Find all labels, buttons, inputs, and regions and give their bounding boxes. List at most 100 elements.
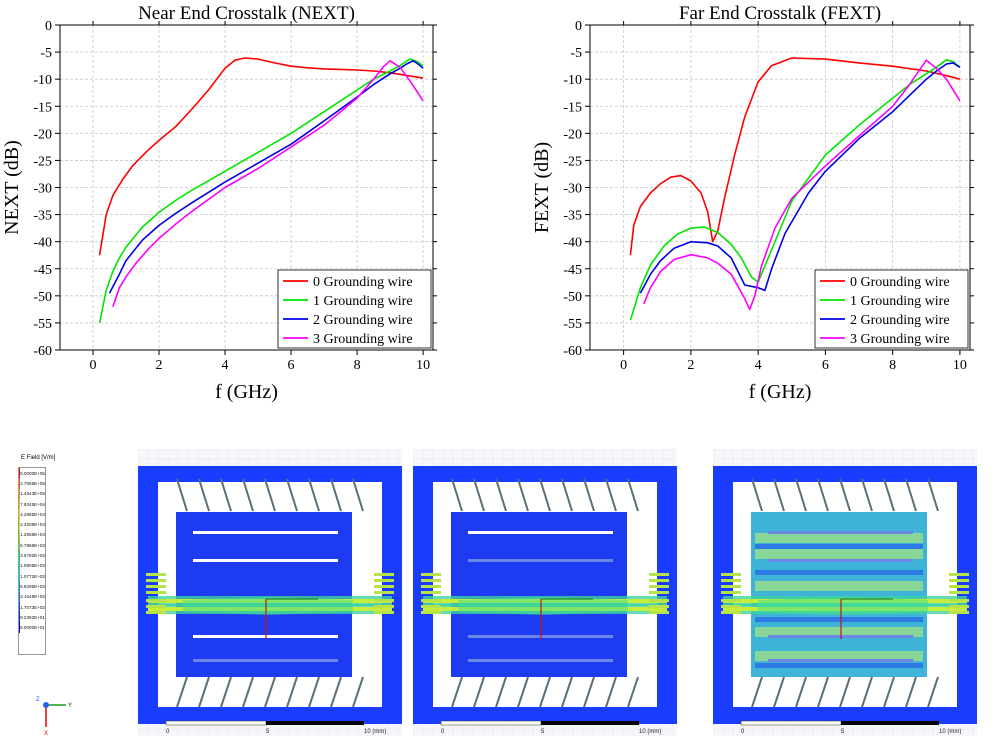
connector-pin	[649, 591, 669, 594]
x-tick-label: 0	[620, 358, 627, 373]
scale-tick-label: 0	[741, 729, 745, 735]
bond-wire	[583, 478, 595, 512]
field-legend-value: 5.0000E+01	[20, 625, 45, 631]
field-legend-row: 9.2392E+01	[19, 612, 45, 623]
bond-wire	[751, 676, 763, 708]
signal-field-core	[183, 597, 353, 615]
bond-wire	[927, 676, 939, 708]
bond-wire	[751, 478, 763, 512]
bond-wire	[773, 478, 785, 512]
y-tick-label: -20	[563, 127, 582, 142]
field-legend-row: 5.0000E+05	[19, 468, 45, 479]
y-tick-label: -60	[33, 344, 52, 359]
y-tick-label: -50	[33, 290, 52, 305]
bond-wire	[561, 676, 573, 708]
connector-pin	[374, 611, 394, 614]
connector-pin	[146, 579, 166, 582]
bond-wire	[905, 478, 917, 512]
scale-bar-white	[165, 720, 267, 726]
field-legend-value: 1.0772E+03	[20, 573, 45, 579]
x-tick-label: 10	[416, 358, 430, 373]
field-band	[755, 533, 923, 543]
field-legend-value: 2.3208E+04	[20, 522, 45, 528]
connector-pin	[649, 599, 669, 602]
connector-pin	[374, 591, 394, 594]
bond-wire	[352, 676, 364, 708]
field-band-dark	[755, 544, 923, 549]
bond-wire	[795, 676, 807, 708]
bond-wire	[795, 478, 807, 512]
connector-pin	[649, 611, 669, 614]
bond-wire	[583, 676, 595, 708]
bond-wire	[451, 676, 463, 708]
bond-wire	[264, 478, 276, 512]
y-tick-label: -35	[563, 209, 582, 224]
field-band	[755, 549, 923, 559]
bond-wire	[473, 676, 485, 708]
grounding-wire	[768, 531, 913, 534]
x-axis-label: f (GHz)	[749, 381, 812, 403]
y-tick-label: -25	[33, 154, 52, 169]
y-axis-label: FEXT (dB)	[531, 142, 553, 233]
connector-pin	[374, 585, 394, 588]
field-legend-value: 1.7073E+02	[20, 604, 45, 610]
bond-wire	[495, 478, 507, 512]
scale-tick-label: 5	[266, 729, 270, 735]
bond-wire	[605, 676, 617, 708]
legend-entry: 0 Grounding wire	[850, 275, 950, 290]
chart-title: Near End Crosstalk (NEXT)	[138, 3, 355, 24]
substrate	[451, 512, 627, 677]
y-tick-label: 0	[575, 19, 582, 34]
x-tick-label: 4	[755, 358, 762, 373]
bond-wire	[220, 676, 232, 708]
connector-pin	[721, 611, 741, 614]
grounding-wire	[768, 659, 913, 662]
y-tick-label: -40	[563, 236, 582, 251]
scale-bar-black	[541, 721, 639, 725]
bond-wire	[905, 676, 917, 708]
axis-label-x: X	[44, 731, 48, 737]
connector-pin	[649, 579, 669, 582]
bond-wire	[605, 478, 617, 512]
bond-wire	[451, 478, 463, 512]
series-line-3	[112, 59, 424, 307]
connector-pin	[721, 605, 741, 608]
bond-wire	[330, 478, 342, 512]
bond-wire	[220, 478, 232, 512]
connector-pin	[146, 599, 166, 602]
y-tick-label: -40	[33, 236, 52, 251]
x-tick-label: 2	[687, 358, 694, 373]
connector-pin	[421, 585, 441, 588]
field-legend-value: 7.9245E+04	[20, 501, 45, 507]
bond-wire	[817, 676, 829, 708]
y-tick-label: -45	[563, 263, 582, 278]
substrate	[176, 512, 352, 677]
connector-pin	[146, 611, 166, 614]
field-band	[755, 581, 923, 591]
field-band	[755, 651, 923, 661]
legend-entry: 2 Grounding wire	[850, 313, 950, 328]
bond-wire	[517, 676, 529, 708]
coordinate-triad: Y X Z	[36, 697, 72, 737]
grounding-wire	[768, 559, 913, 562]
field-legend-row: 1.4643E+05	[19, 488, 45, 499]
series-line-3	[643, 59, 961, 311]
bond-wire	[817, 478, 829, 512]
field-legend-value: 3.1548E+02	[20, 594, 45, 600]
scale-tick-label: 5	[541, 729, 545, 735]
connector-pin	[374, 573, 394, 576]
field-legend-row: 1.7073E+02	[19, 601, 45, 613]
field-legend-title: E Field [V/m]	[21, 455, 56, 461]
connector-pin	[721, 591, 741, 594]
field-sim-panel-1-wire: 0 5 10 (mm)	[413, 449, 677, 736]
axis-label-z: Z	[36, 697, 40, 703]
bond-wire	[242, 478, 254, 512]
scale-tick-label: 0	[166, 729, 170, 735]
scale-tick-label: 0	[441, 729, 445, 735]
signal-field-core	[458, 597, 628, 615]
connector-pin	[374, 579, 394, 582]
connector-pin	[649, 585, 669, 588]
bond-wire	[839, 676, 851, 708]
connector-pin	[146, 605, 166, 608]
connector-pin	[421, 611, 441, 614]
